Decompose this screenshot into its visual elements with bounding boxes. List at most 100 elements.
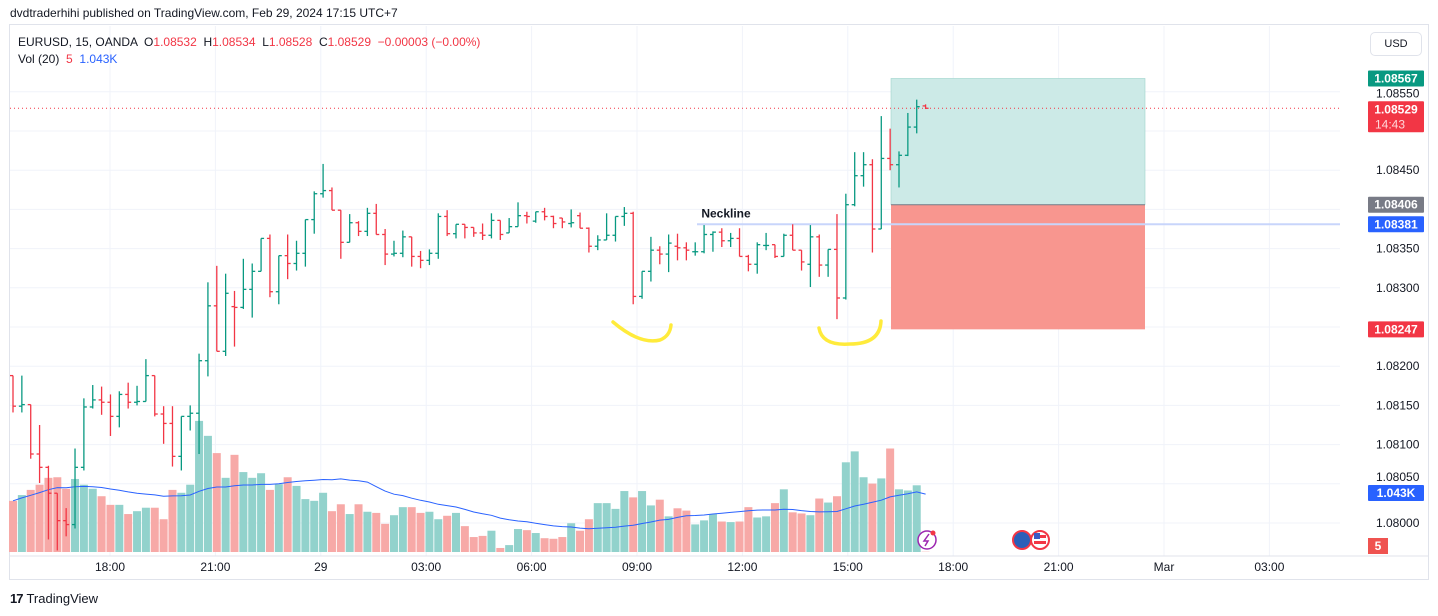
volume-bar	[141, 507, 150, 552]
volume-indicator-name[interactable]: Vol (20)	[18, 52, 60, 66]
volume-bar	[478, 535, 487, 552]
footer: 17 TradingView	[10, 591, 98, 606]
volume-axis-badge	[1368, 538, 1388, 554]
us-flag-stripe	[1034, 541, 1046, 544]
tradingview-logo-icon[interactable]: 17	[10, 591, 24, 606]
currency-button[interactable]: USD	[1370, 32, 1422, 56]
lightning-event-icon[interactable]	[917, 530, 937, 550]
volume-bar	[620, 491, 629, 552]
close-value: 1.08529	[327, 35, 371, 49]
stop-loss-price-label: 1.08247	[1374, 322, 1418, 336]
volume-bar	[460, 526, 469, 552]
volume-bar	[425, 511, 434, 552]
volume-bar	[35, 484, 44, 552]
volume-bar	[416, 512, 425, 552]
volume-bar	[638, 491, 647, 552]
volume-bar	[691, 524, 700, 552]
long-position-loss-zone[interactable]	[891, 204, 1145, 330]
eu-flag-event-icon[interactable]	[1012, 530, 1032, 550]
volume-bar	[576, 530, 585, 552]
volume-bar	[496, 547, 505, 552]
notification-dot-icon	[930, 530, 936, 536]
volume-value: 5	[66, 52, 73, 66]
volume-bar	[797, 513, 806, 552]
volume-bar	[177, 492, 186, 552]
time-axis-label: 03:00	[1254, 560, 1284, 574]
volume-bar	[549, 538, 558, 552]
volume-bar	[770, 503, 779, 552]
volume-bar	[354, 504, 363, 552]
volume-bar	[363, 511, 372, 552]
footer-brand[interactable]: TradingView	[26, 591, 99, 606]
price-axis-label: 1.08050	[1376, 470, 1420, 484]
volume-bar	[159, 519, 168, 552]
volume-ma-axis-label: 1.043K	[1377, 486, 1416, 500]
volume-bar	[381, 523, 390, 552]
long-position-profit-zone[interactable]	[890, 78, 1146, 205]
volume-bar	[717, 521, 726, 552]
price-axis-label: 1.08350	[1376, 242, 1420, 256]
volume-bar	[779, 489, 788, 552]
time-axis-label: 15:00	[833, 560, 863, 574]
take-profit-price-label: 1.08567	[1374, 71, 1418, 85]
time-axis-label: 03:00	[411, 560, 441, 574]
volume-bar	[567, 523, 576, 552]
volume-bar	[735, 521, 744, 552]
time-axis-label: 18:00	[95, 560, 125, 574]
volume-bar	[372, 512, 381, 552]
neckline-label: Neckline	[701, 206, 751, 220]
volume-bar	[133, 511, 142, 552]
volume-bar	[239, 472, 248, 552]
volume-bar	[124, 514, 133, 552]
volume-bar	[744, 507, 753, 552]
volume-bar	[895, 489, 903, 552]
volume-bar	[88, 488, 97, 552]
volume-bar	[832, 496, 841, 552]
volume-bar	[558, 537, 567, 552]
volume-bar	[540, 538, 549, 552]
volume-bar	[859, 477, 868, 552]
time-axis-label: 12:00	[727, 560, 757, 574]
volume-bar	[487, 530, 496, 552]
volume-bar	[877, 478, 886, 552]
volume-bar	[762, 516, 771, 552]
volume-bar	[319, 492, 328, 552]
volume-bar	[186, 484, 195, 552]
high-value: 1.08534	[212, 35, 256, 49]
neckline-price-label-badge	[1368, 216, 1424, 233]
stop-loss-price-label-badge	[1368, 321, 1424, 338]
volume-legend: Vol (20) 5 1.043K	[18, 52, 117, 66]
volume-bar	[17, 495, 26, 552]
price-axis-label: 1.08550	[1376, 86, 1420, 100]
volume-bar	[221, 477, 230, 552]
volume-bar	[106, 504, 115, 552]
volume-ma-value: 1.043K	[79, 52, 118, 66]
volume-bar	[274, 484, 283, 552]
volume-bar	[434, 519, 443, 552]
volume-bar	[150, 507, 159, 552]
chart-pane[interactable]	[9, 24, 1429, 580]
volume-bar	[868, 483, 877, 552]
volume-bar	[886, 448, 895, 552]
volume-bar	[97, 496, 106, 552]
volume-bar	[629, 497, 638, 552]
volume-bar	[79, 484, 88, 552]
volume-bar	[336, 504, 345, 552]
volume-bar	[841, 462, 850, 552]
volume-bar	[664, 516, 673, 552]
volume-bar	[912, 485, 921, 552]
volume-bar	[195, 420, 204, 552]
left-shoulder-annotation	[611, 320, 673, 343]
low-value: 1.08528	[268, 35, 313, 49]
price-axis-label: 1.08200	[1376, 359, 1420, 373]
volume-bar	[283, 477, 292, 552]
symbol-name[interactable]: EURUSD, 15, OANDA	[18, 35, 138, 49]
volume-bar	[452, 512, 460, 552]
volume-bar	[407, 507, 416, 552]
last-price-label-countdown: 14:43	[1375, 117, 1405, 131]
volume-bar	[115, 504, 124, 552]
symbol-legend: EURUSD, 15, OANDA O1.08532 H1.08534 L1.0…	[18, 35, 480, 49]
volume-bar	[850, 451, 859, 552]
volume-bar	[753, 517, 762, 552]
